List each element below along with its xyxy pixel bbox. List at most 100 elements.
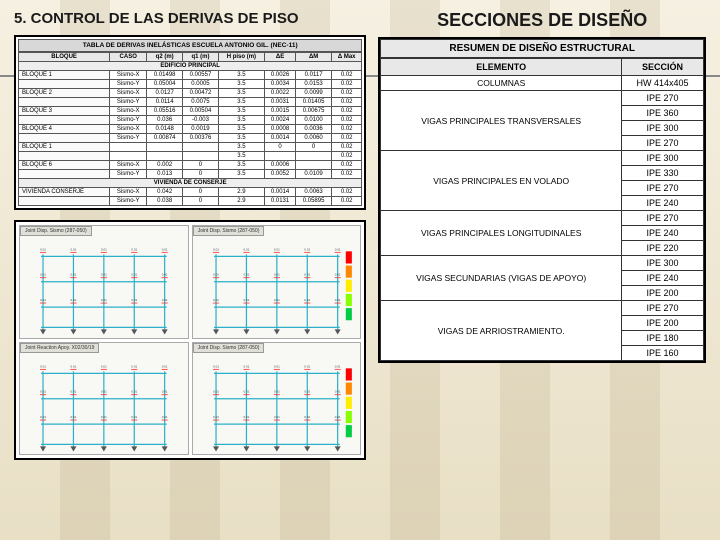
svg-text:0.01: 0.01 [274, 364, 280, 368]
svg-text:0.01: 0.01 [304, 273, 310, 277]
svg-text:0.01: 0.01 [304, 247, 310, 251]
svg-text:0.01: 0.01 [131, 364, 137, 368]
table-row: BLOQUE 6Sismo-X0.00203.50.00060.02 [19, 161, 362, 170]
table-row: Sismo-Y0.036-0.0033.50.00240.01000.02 [19, 116, 362, 125]
diagram-1: Joint Disp. Sismo (287-050) 0.01 0.01 0.01… [19, 225, 189, 339]
derivas-col: Δ Max [332, 53, 362, 62]
table-row: VIGAS PRINCIPALES TRANSVERSALESIPE 270 [381, 91, 704, 106]
svg-text:0.01: 0.01 [213, 389, 219, 393]
table-row: BLOQUE 2Sismo-X0.01270.004723.50.00220.0… [19, 89, 362, 98]
derivas-col: q1 (m) [183, 53, 219, 62]
svg-text:0.01: 0.01 [274, 415, 280, 419]
svg-text:0.01: 0.01 [162, 364, 168, 368]
table-row: Sismo-Y0.01140.00753.50.00310.014050.02 [19, 98, 362, 107]
svg-text:0.01: 0.01 [162, 273, 168, 277]
svg-text:0.01: 0.01 [131, 298, 137, 302]
svg-text:0.01: 0.01 [213, 298, 219, 302]
svg-text:0.01: 0.01 [243, 364, 249, 368]
svg-text:0.01: 0.01 [243, 298, 249, 302]
svg-text:0.01: 0.01 [70, 273, 76, 277]
svg-text:0.01: 0.01 [213, 273, 219, 277]
svg-text:0.01: 0.01 [274, 273, 280, 277]
table-row: 3.50.02 [19, 152, 362, 161]
svg-text:0.01: 0.01 [162, 247, 168, 251]
svg-text:0.01: 0.01 [40, 415, 46, 419]
svg-text:0.01: 0.01 [131, 415, 137, 419]
table-row: BLOQUE 4Sismo-X0.01480.00193.50.00080.00… [19, 125, 362, 134]
secciones-title: RESUMEN DE DISEÑO ESTRUCTURAL [380, 39, 704, 58]
table-row: VIVIENDA CONSERJESismo-X0.04202.90.00140… [19, 188, 362, 197]
svg-text:0.01: 0.01 [131, 389, 137, 393]
secciones-box: RESUMEN DE DISEÑO ESTRUCTURAL ELEMENTO S… [378, 37, 706, 363]
svg-text:0.01: 0.01 [213, 415, 219, 419]
svg-text:0.01: 0.01 [101, 364, 107, 368]
derivas-col: BLOQUE [19, 53, 110, 62]
svg-text:0.01: 0.01 [274, 298, 280, 302]
diagrams-grid: Joint Disp. Sismo (287-050) 0.01 0.01 0.01… [14, 220, 366, 460]
derivas-section: VIVIENDA DE CONSERJE [19, 179, 362, 188]
svg-text:0.01: 0.01 [40, 389, 46, 393]
svg-text:0.01: 0.01 [40, 247, 46, 251]
svg-text:0.01: 0.01 [131, 273, 137, 277]
table-row: Sismo-Y0.01303.50.00520.01090.02 [19, 170, 362, 179]
col-seccion: SECCIÓN [621, 59, 703, 76]
table-row: Sismo-Y0.050040.00053.50.00340.01530.02 [19, 80, 362, 89]
svg-text:0.01: 0.01 [101, 273, 107, 277]
svg-text:0.01: 0.01 [304, 389, 310, 393]
derivas-col: ΔM [296, 53, 332, 62]
svg-text:0.01: 0.01 [40, 364, 46, 368]
diagram-tab: Joint Disp. Sismo (287-050) [193, 343, 265, 353]
svg-text:0.01: 0.01 [334, 364, 340, 368]
diagram-4: Joint Disp. Sismo (287-050) 0.01 0.01 0.01… [192, 342, 362, 456]
svg-text:0.01: 0.01 [101, 415, 107, 419]
svg-text:0.01: 0.01 [101, 298, 107, 302]
diagram-tab: Joint Disp. Sismo (287-050) [193, 226, 265, 236]
derivas-section: EDIFICIO PRINCIPAL [19, 62, 362, 71]
table-row: BLOQUE 13.5000.02 [19, 143, 362, 152]
table-row: Sismo-Y0.008740.003763.50.00140.00600.02 [19, 134, 362, 143]
svg-text:0.01: 0.01 [243, 389, 249, 393]
diagram-2: Joint Disp. Sismo (287-050) 0.01 0.01 0.01… [192, 225, 362, 339]
svg-text:0.01: 0.01 [334, 273, 340, 277]
derivas-col: H piso (m) [218, 53, 264, 62]
svg-text:0.01: 0.01 [131, 247, 137, 251]
derivas-table-box: TABLA DE DERIVAS INELÁSTICAS ESCUELA ANT… [14, 35, 366, 210]
diagram-3: Joint Reaction Apoy. X02/30/19 0.01 0.01 0… [19, 342, 189, 456]
svg-text:0.01: 0.01 [243, 415, 249, 419]
svg-text:0.01: 0.01 [70, 298, 76, 302]
svg-text:0.01: 0.01 [40, 298, 46, 302]
svg-text:0.01: 0.01 [304, 364, 310, 368]
svg-text:0.01: 0.01 [162, 389, 168, 393]
svg-text:0.01: 0.01 [334, 247, 340, 251]
derivas-col: ΔE [264, 53, 295, 62]
svg-text:0.01: 0.01 [274, 247, 280, 251]
svg-text:0.01: 0.01 [304, 298, 310, 302]
table-row: Sismo-Y0.03802.90.01310.058950.02 [19, 197, 362, 206]
heading-derivas: 5. CONTROL DE LAS DERIVAS DE PISO [14, 10, 366, 27]
svg-text:0.01: 0.01 [162, 298, 168, 302]
table-row: BLOQUE 1Sismo-X0.014980.005573.50.00260.… [19, 71, 362, 80]
table-row: VIGAS SECUNDARIAS (VIGAS DE APOYO)IPE 30… [381, 256, 704, 271]
svg-text:0.01: 0.01 [334, 298, 340, 302]
svg-text:0.01: 0.01 [101, 247, 107, 251]
table-row: BLOQUE 3Sismo-X0.055160.005043.50.00150.… [19, 107, 362, 116]
table-row: VIGAS PRINCIPALES LONGITUDINALESIPE 270 [381, 211, 704, 226]
derivas-col: q2 (m) [147, 53, 183, 62]
heading-secciones: SECCIONES DE DISEÑO [378, 10, 706, 31]
col-elemento: ELEMENTO [381, 59, 622, 76]
svg-text:0.01: 0.01 [243, 273, 249, 277]
table-row: VIGAS PRINCIPALES EN VOLADOIPE 300 [381, 151, 704, 166]
diagram-tab: Joint Reaction Apoy. X02/30/19 [20, 343, 99, 353]
derivas-title: TABLA DE DERIVAS INELÁSTICAS ESCUELA ANT… [18, 39, 362, 52]
svg-text:0.01: 0.01 [70, 415, 76, 419]
svg-text:0.01: 0.01 [70, 389, 76, 393]
svg-text:0.01: 0.01 [334, 389, 340, 393]
secciones-table: ELEMENTO SECCIÓN COLUMNASHW 414x405VIGAS… [380, 58, 704, 361]
svg-text:0.01: 0.01 [101, 389, 107, 393]
svg-text:0.01: 0.01 [243, 247, 249, 251]
svg-text:0.01: 0.01 [334, 415, 340, 419]
derivas-table: BLOQUECASOq2 (m)q1 (m)H piso (m)ΔEΔMΔ Ma… [18, 52, 362, 206]
svg-text:0.01: 0.01 [70, 364, 76, 368]
svg-text:0.01: 0.01 [213, 247, 219, 251]
diagram-tab: Joint Disp. Sismo (287-050) [20, 226, 92, 236]
